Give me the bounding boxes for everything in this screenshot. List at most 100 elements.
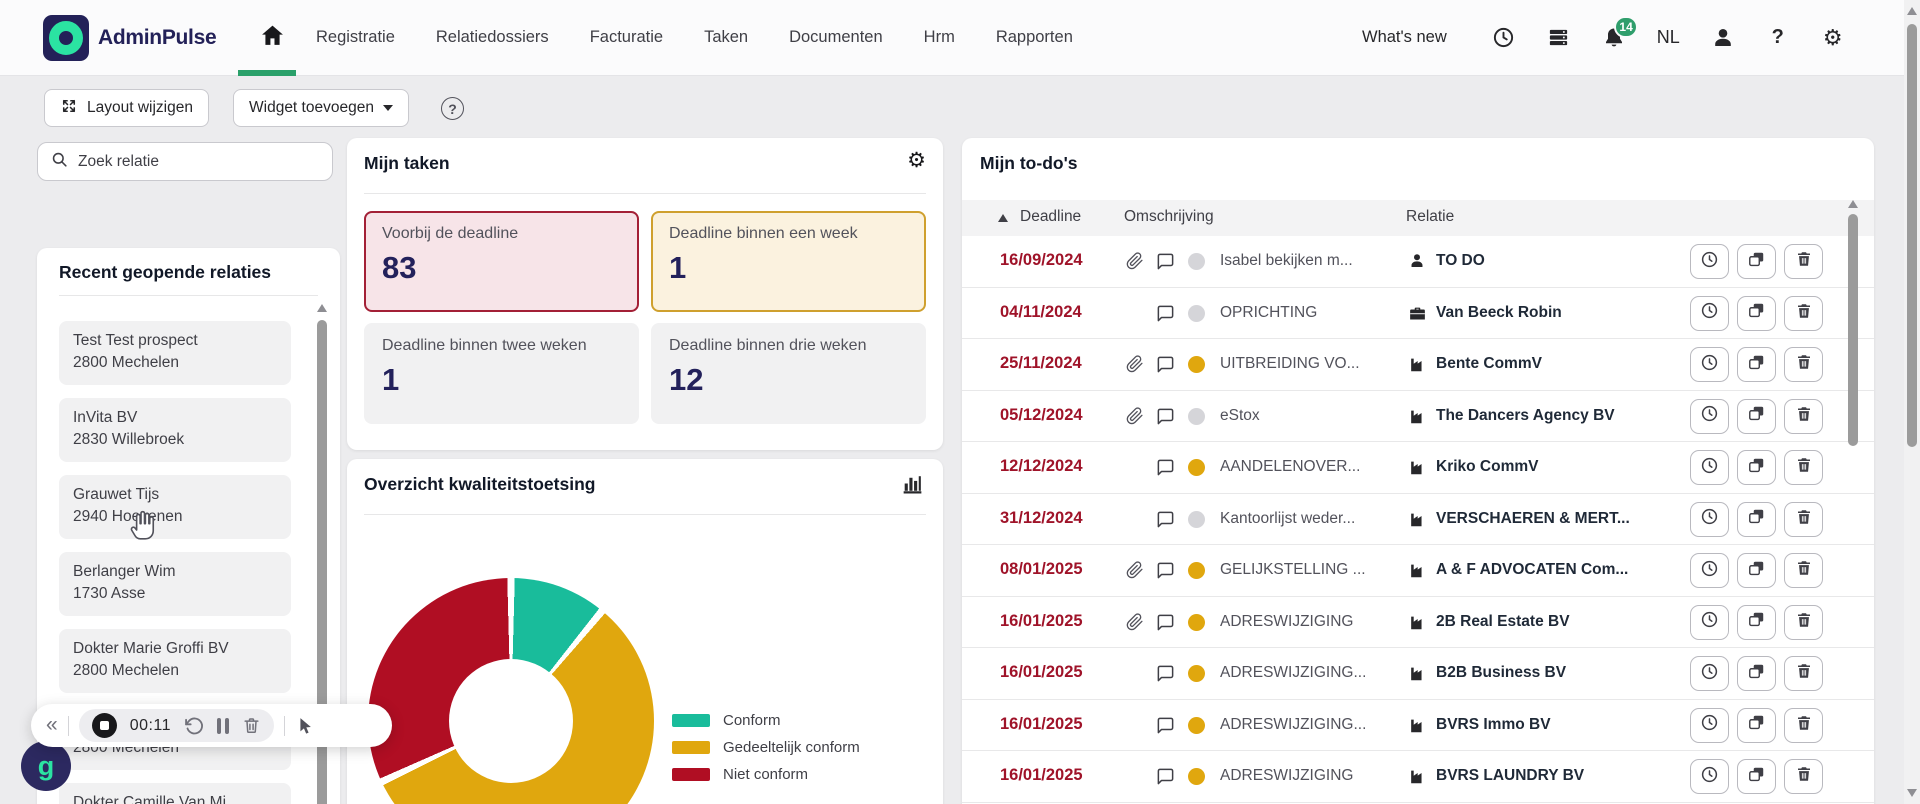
snooze-clock-button[interactable] — [1690, 707, 1729, 743]
todo-row[interactable]: 16/01/2025 ADRESWIJZIGING 2B Real Estate B… — [962, 597, 1874, 648]
page-scrollbar-thumb[interactable] — [1907, 24, 1917, 447]
todo-row[interactable]: 31/12/2024 Kantoorlijst weder... VERSCHAER… — [962, 494, 1874, 545]
task-stat-card[interactable]: Voorbij de deadline 83 — [364, 211, 639, 312]
delete-trash-button[interactable] — [1784, 347, 1823, 382]
nav-link-rapporten[interactable]: Rapporten — [995, 28, 1073, 46]
list-scrollbar-thumb[interactable] — [317, 320, 327, 804]
layout-edit-button[interactable]: Layout wijzigen — [44, 89, 209, 127]
scroll-down-arrow[interactable] — [1907, 789, 1917, 797]
paperclip-icon[interactable] — [1126, 561, 1144, 584]
stop-recording-button[interactable] — [91, 713, 117, 738]
comment-bubble-icon[interactable] — [1156, 664, 1175, 688]
nav-home-tab[interactable] — [243, 0, 301, 75]
paperclip-icon[interactable] — [1126, 252, 1144, 275]
nav-link-registratie[interactable]: Registratie — [316, 28, 395, 46]
duplicate-copy-button[interactable] — [1737, 759, 1776, 794]
todo-row[interactable]: 05/12/2024 eStox The Dancers Agency BV — [962, 391, 1874, 442]
recent-relation-item[interactable]: InVita BV 2830 Willebroek — [59, 398, 291, 462]
task-stat-card[interactable]: Deadline binnen drie weken 12 — [651, 323, 926, 424]
column-header-deadline[interactable]: Deadline — [1020, 208, 1082, 225]
comment-bubble-icon[interactable] — [1156, 252, 1175, 276]
todo-row[interactable]: 16/01/2025 ADRESWIJZIGING BVRS LAUNDRY BV — [962, 751, 1874, 803]
todo-row[interactable]: 08/01/2025 GELIJKSTELLING ... A & F ADVOCA… — [962, 545, 1874, 597]
list-scroll-up-arrow[interactable] — [317, 304, 327, 312]
todo-row[interactable]: 16/01/2025 ADRESWIJZIGING... BVRS Immo BV — [962, 700, 1874, 751]
comment-bubble-icon[interactable] — [1156, 407, 1175, 431]
delete-recording-icon[interactable] — [242, 716, 261, 735]
comment-bubble-icon[interactable] — [1156, 355, 1175, 379]
settings-gear-icon[interactable]: ⚙ — [1822, 24, 1843, 50]
restart-recording-icon[interactable] — [184, 716, 204, 736]
todo-row[interactable]: 16/01/2025 ADRESWIJZIGING... B2B Business … — [962, 648, 1874, 700]
app-logo[interactable]: AdminPulse — [43, 15, 217, 61]
recorder-avatar[interactable]: g — [21, 741, 71, 791]
duplicate-copy-button[interactable] — [1737, 604, 1776, 640]
comment-bubble-icon[interactable] — [1156, 613, 1175, 637]
recent-relation-item[interactable]: Dokter Camille Van Mi... — [59, 783, 291, 804]
user-profile-icon[interactable] — [1711, 26, 1735, 50]
dashboard-help-icon[interactable]: ? — [441, 97, 464, 120]
recent-relation-item[interactable]: Grauwet Tijs 2940 Hoevenen — [59, 475, 291, 539]
snooze-clock-button[interactable] — [1690, 553, 1729, 588]
snooze-clock-button[interactable] — [1690, 759, 1729, 794]
todo-row[interactable]: 25/11/2024 UITBREIDING VO... Bente CommV — [962, 339, 1874, 391]
duplicate-copy-button[interactable] — [1737, 707, 1776, 743]
table-scrollbar-thumb[interactable] — [1848, 214, 1858, 446]
duplicate-copy-button[interactable] — [1737, 347, 1776, 382]
duplicate-copy-button[interactable] — [1737, 450, 1776, 485]
help-icon[interactable]: ? — [1771, 26, 1784, 48]
nav-link-relatiedossiers[interactable]: Relatiedossiers — [435, 28, 549, 46]
recent-relation-item[interactable]: Berlanger Wim 1730 Asse — [59, 552, 291, 616]
nav-link-hrm[interactable]: Hrm — [923, 28, 955, 46]
snooze-clock-button[interactable] — [1690, 398, 1729, 434]
snooze-clock-button[interactable] — [1690, 656, 1729, 691]
page-scrollbar[interactable] — [1904, 0, 1920, 804]
pause-recording-icon[interactable] — [217, 717, 230, 734]
delete-trash-button[interactable] — [1784, 604, 1823, 640]
nav-link-taken[interactable]: Taken — [704, 28, 749, 46]
task-stat-card[interactable]: Deadline binnen twee weken 1 — [364, 323, 639, 424]
whats-new-link[interactable]: What's new — [1362, 28, 1447, 46]
nav-link-facturatie[interactable]: Facturatie — [589, 28, 664, 46]
sort-ascending-icon[interactable] — [998, 214, 1008, 222]
duplicate-copy-button[interactable] — [1737, 501, 1776, 537]
duplicate-copy-button[interactable] — [1737, 295, 1776, 331]
snooze-clock-button[interactable] — [1690, 347, 1729, 382]
delete-trash-button[interactable] — [1784, 244, 1823, 279]
recent-relation-item[interactable]: Test Test prospect 2800 Mechelen — [59, 321, 291, 385]
bar-chart-icon[interactable] — [900, 471, 925, 501]
comment-bubble-icon[interactable] — [1156, 767, 1175, 791]
recent-relation-item[interactable]: Dokter Marie Groffi BV 2800 Mechelen — [59, 629, 291, 693]
snooze-clock-button[interactable] — [1690, 295, 1729, 331]
widget-settings-gear-icon[interactable]: ⚙ — [907, 149, 926, 172]
paperclip-icon[interactable] — [1126, 612, 1144, 636]
queue-icon[interactable] — [1547, 26, 1571, 50]
paperclip-icon[interactable] — [1126, 406, 1144, 430]
delete-trash-button[interactable] — [1784, 295, 1823, 331]
duplicate-copy-button[interactable] — [1737, 553, 1776, 588]
collapse-toolbar-icon[interactable]: « — [46, 712, 58, 736]
todo-row[interactable]: 12/12/2024 AANDELENOVER... Kriko CommV — [962, 442, 1874, 494]
delete-trash-button[interactable] — [1784, 450, 1823, 485]
comment-bubble-icon[interactable] — [1156, 561, 1175, 585]
delete-trash-button[interactable] — [1784, 656, 1823, 691]
delete-trash-button[interactable] — [1784, 501, 1823, 537]
table-scroll-up-arrow[interactable] — [1848, 200, 1858, 208]
history-icon[interactable] — [1492, 26, 1516, 50]
paperclip-icon[interactable] — [1126, 355, 1144, 378]
snooze-clock-button[interactable] — [1690, 244, 1729, 279]
snooze-clock-button[interactable] — [1690, 604, 1729, 640]
delete-trash-button[interactable] — [1784, 759, 1823, 794]
notifications-bell-icon[interactable]: 14 — [1602, 15, 1638, 50]
comment-bubble-icon[interactable] — [1156, 510, 1175, 534]
search-input[interactable] — [78, 152, 320, 171]
snooze-clock-button[interactable] — [1690, 450, 1729, 485]
delete-trash-button[interactable] — [1784, 553, 1823, 588]
add-widget-button[interactable]: Widget toevoegen — [233, 89, 409, 127]
todo-row[interactable]: 04/11/2024 OPRICHTING Van Beeck Robin — [962, 288, 1874, 339]
delete-trash-button[interactable] — [1784, 398, 1823, 434]
duplicate-copy-button[interactable] — [1737, 244, 1776, 279]
scroll-up-arrow[interactable] — [1907, 7, 1917, 15]
comment-bubble-icon[interactable] — [1156, 304, 1175, 328]
task-stat-card[interactable]: Deadline binnen een week 1 — [651, 211, 926, 312]
